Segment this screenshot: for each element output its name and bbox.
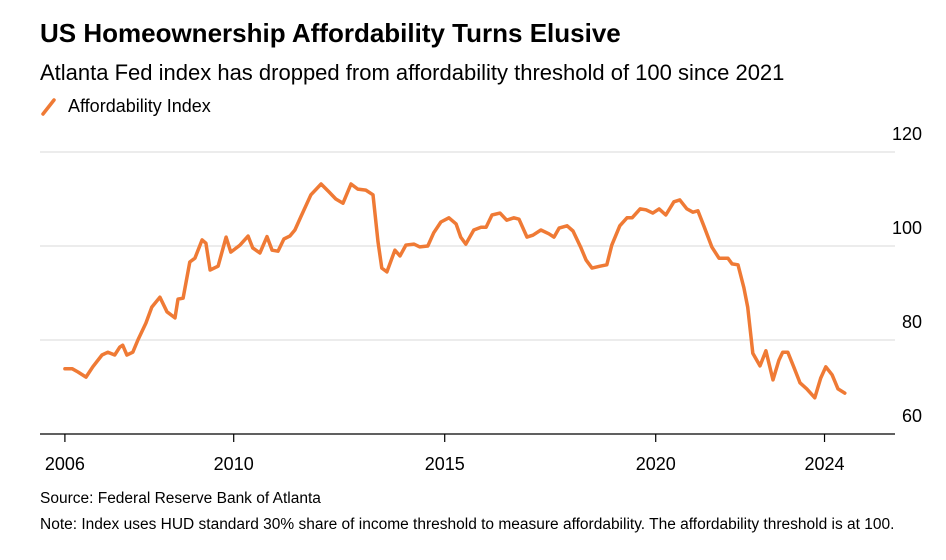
legend-label: Affordability Index <box>68 96 211 116</box>
x-tick-label: 2006 <box>45 454 85 474</box>
x-tick-label: 2015 <box>425 454 465 474</box>
chart-title: US Homeownership Affordability Turns Elu… <box>40 18 621 48</box>
legend: Affordability Index <box>40 96 211 117</box>
y-tick-label: 100 <box>892 218 922 238</box>
x-tick-label: 2010 <box>214 454 254 474</box>
legend-icon <box>41 97 56 116</box>
note: Note: Index uses HUD standard 30% share … <box>40 516 895 533</box>
x-tick-label: 2020 <box>636 454 676 474</box>
source: Source: Federal Reserve Bank of Atlanta <box>40 490 321 507</box>
series-line <box>63 182 847 400</box>
chart-subtitle: Atlanta Fed index has dropped from affor… <box>40 60 785 85</box>
chart: 60 80 100 120 2006 2010 2015 2020 2024 <box>40 124 922 474</box>
y-tick-label: 120 <box>892 124 922 144</box>
y-tick-label: 80 <box>902 312 922 332</box>
x-tick-label: 2024 <box>805 454 845 474</box>
y-tick-label: 60 <box>902 406 922 426</box>
